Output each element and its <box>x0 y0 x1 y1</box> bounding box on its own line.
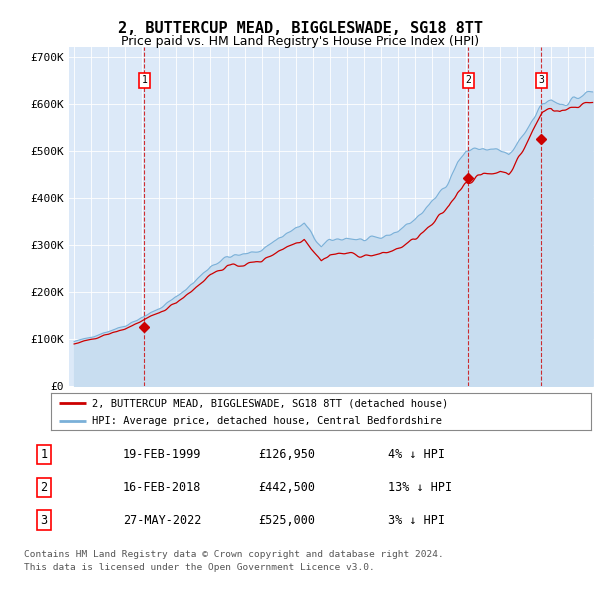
Text: 3: 3 <box>40 513 47 526</box>
Text: 16-FEB-2018: 16-FEB-2018 <box>122 481 201 494</box>
Text: 1: 1 <box>142 75 147 85</box>
Text: £126,950: £126,950 <box>258 448 315 461</box>
Text: 2, BUTTERCUP MEAD, BIGGLESWADE, SG18 8TT: 2, BUTTERCUP MEAD, BIGGLESWADE, SG18 8TT <box>118 21 482 36</box>
Text: 1: 1 <box>40 448 47 461</box>
Text: 2, BUTTERCUP MEAD, BIGGLESWADE, SG18 8TT (detached house): 2, BUTTERCUP MEAD, BIGGLESWADE, SG18 8TT… <box>91 398 448 408</box>
Text: £525,000: £525,000 <box>258 513 315 526</box>
Text: Contains HM Land Registry data © Crown copyright and database right 2024.
This d: Contains HM Land Registry data © Crown c… <box>24 550 444 572</box>
Text: 2: 2 <box>40 481 47 494</box>
Text: 13% ↓ HPI: 13% ↓ HPI <box>388 481 452 494</box>
Text: HPI: Average price, detached house, Central Bedfordshire: HPI: Average price, detached house, Cent… <box>91 417 442 427</box>
Text: 3: 3 <box>538 75 544 85</box>
Text: 2: 2 <box>465 75 471 85</box>
Text: Price paid vs. HM Land Registry's House Price Index (HPI): Price paid vs. HM Land Registry's House … <box>121 35 479 48</box>
Text: 4% ↓ HPI: 4% ↓ HPI <box>388 448 445 461</box>
Text: 3% ↓ HPI: 3% ↓ HPI <box>388 513 445 526</box>
Text: 19-FEB-1999: 19-FEB-1999 <box>122 448 201 461</box>
Text: £442,500: £442,500 <box>258 481 315 494</box>
Text: 27-MAY-2022: 27-MAY-2022 <box>122 513 201 526</box>
